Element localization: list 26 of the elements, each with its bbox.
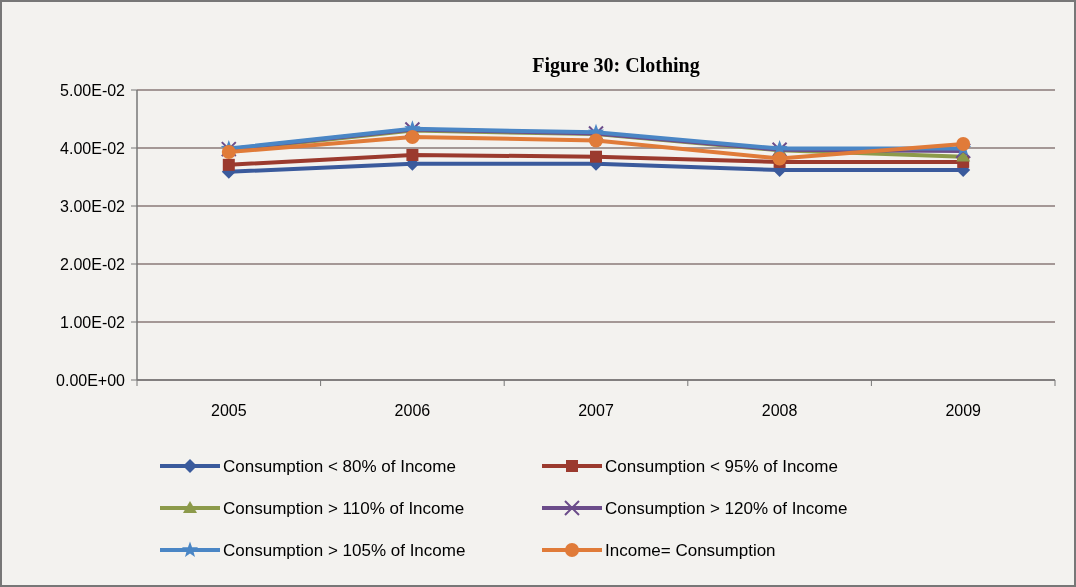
legend-label: Income= Consumption <box>605 540 776 560</box>
x-tick-label: 2007 <box>578 402 614 419</box>
point <box>589 133 603 148</box>
legend-label: Consumption > 120% of Income <box>605 498 848 518</box>
y-tick-label: 4.00E-02 <box>60 139 126 157</box>
point <box>772 151 787 166</box>
y-tick-label: 2.00E-02 <box>60 255 126 273</box>
point <box>221 145 236 160</box>
legend-label: Consumption > 110% of Income <box>223 498 465 518</box>
point <box>590 150 602 163</box>
x-tick-label: 2009 <box>945 402 982 419</box>
chart-title: Figure 30: Clothing <box>532 54 700 77</box>
y-tick-label: 1.00E-02 <box>60 313 126 331</box>
point <box>222 158 235 171</box>
legend-label: Consumption < 80% of Income <box>223 456 456 476</box>
y-tick-label: 0.00E+00 <box>56 371 126 389</box>
point <box>405 129 420 144</box>
y-tick-label: 5.00E-02 <box>60 81 126 99</box>
x-tick-label: 2006 <box>394 402 431 419</box>
legend-label: Consumption > 105% of Income <box>223 540 466 560</box>
x-tick-label: 2005 <box>211 402 247 419</box>
legend-label: Consumption < 95% of Income <box>605 456 838 476</box>
point <box>956 136 971 151</box>
point <box>406 148 419 161</box>
x-tick-label: 2008 <box>761 402 798 419</box>
y-tick-label: 3.00E-02 <box>60 197 126 215</box>
